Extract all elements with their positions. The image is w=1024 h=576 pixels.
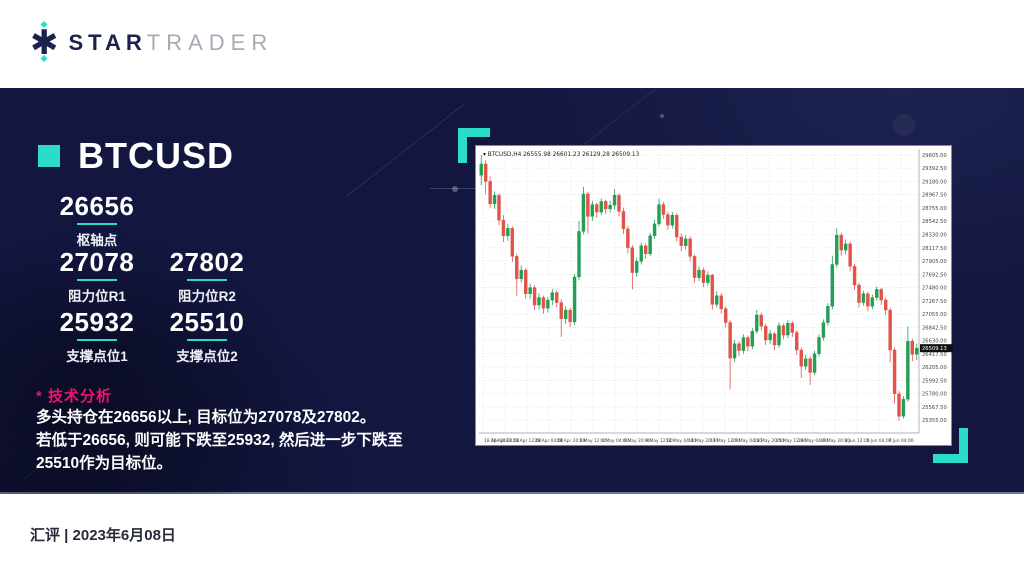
svg-text:18 Apr 2023: 18 Apr 2023 [484, 438, 511, 444]
svg-text:29180.00: 29180.00 [922, 179, 947, 185]
brand-text-star: STAR [68, 30, 147, 55]
decor-diagonal-line [345, 103, 465, 198]
brand-text-trader: TRADER [146, 30, 274, 55]
svg-text:30 May 20:00: 30 May 20:00 [820, 438, 850, 444]
support1-level: 25932 支撑点位1 [52, 308, 142, 365]
resistance2-label: 阻力位R2 [178, 289, 236, 304]
support1-value: 25932 [59, 307, 135, 337]
cyan-underline [187, 279, 227, 281]
svg-text:2 Jun 12:00: 2 Jun 12:00 [844, 438, 869, 444]
resistance2-level: 27802 阻力位R2 [162, 248, 252, 305]
svg-text:22 May 20:00: 22 May 20:00 [754, 438, 784, 444]
cyan-underline [77, 279, 117, 281]
decor-dot [452, 186, 458, 192]
analysis-line: 多头持仓在26656以上, 目标位为27078及27802。 [36, 409, 376, 426]
logo-dot-bottom [40, 54, 48, 63]
analysis-line: 25510作为目标位。 [36, 455, 173, 472]
svg-text:4 May 04:00: 4 May 04:00 [601, 438, 629, 444]
svg-text:7 Jun 04:00: 7 Jun 04:00 [888, 438, 913, 444]
svg-text:27905.00: 27905.00 [922, 259, 947, 265]
instrument-title-row: BTCUSD [38, 138, 234, 174]
brand-header: ✱ STAR TRADER [0, 0, 1024, 88]
pivot-level: 26656 枢轴点 [52, 192, 142, 249]
svg-text:27055.00: 27055.00 [922, 312, 947, 318]
star-logo-icon: ✱ [30, 20, 59, 63]
svg-text:25 May 12:00: 25 May 12:00 [776, 438, 806, 444]
svg-text:28755.00: 28755.00 [922, 206, 947, 212]
svg-text:12 May 04:00: 12 May 04:00 [666, 438, 696, 444]
logo-dot-top [40, 20, 48, 29]
svg-text:6 May 20:00: 6 May 20:00 [623, 438, 651, 444]
svg-text:1 May 12:00: 1 May 12:00 [579, 438, 607, 444]
svg-text:23 Apr 12:00: 23 Apr 12:00 [513, 438, 542, 444]
svg-text:28330.00: 28330.00 [922, 233, 947, 239]
svg-text:25780.00: 25780.00 [922, 392, 947, 398]
svg-text:28542.50: 28542.50 [922, 219, 947, 225]
svg-text:▾ BTCUSD,H4 26555.98 26601.23: ▾ BTCUSD,H4 26555.98 26601.23 26129.28 2… [483, 152, 640, 158]
svg-text:25992.50: 25992.50 [922, 378, 947, 384]
svg-text:26205.00: 26205.00 [922, 365, 947, 371]
svg-text:27692.50: 27692.50 [922, 272, 947, 278]
svg-text:26 Apr 04:00: 26 Apr 04:00 [535, 438, 564, 444]
svg-text:14 May 20:00: 14 May 20:00 [688, 438, 718, 444]
svg-text:29392.50: 29392.50 [922, 166, 947, 172]
svg-text:25355.00: 25355.00 [922, 418, 947, 424]
svg-text:26509.13: 26509.13 [922, 346, 947, 352]
resistance2-value: 27802 [169, 247, 245, 277]
support2-value: 25510 [169, 307, 245, 337]
corner-bracket-top-left-icon [458, 128, 490, 163]
svg-text:28 Apr 20:00: 28 Apr 20:00 [557, 438, 586, 444]
pivot-label: 枢轴点 [76, 233, 118, 248]
footer: 汇评 | 2023年6月08日 [0, 494, 1024, 576]
support1-label: 支撑点位1 [66, 349, 128, 364]
support2-level: 25510 支撑点位2 [162, 308, 252, 365]
svg-text:27480.00: 27480.00 [922, 286, 947, 292]
svg-text:5 Jun 04:00: 5 Jun 04:00 [866, 438, 891, 444]
corner-bracket-bottom-right-icon [933, 428, 968, 463]
svg-text:26842.50: 26842.50 [922, 325, 947, 331]
decor-diagonal-line [584, 88, 656, 145]
svg-text:28 May 04:00: 28 May 04:00 [798, 438, 828, 444]
resistance1-value: 27078 [59, 247, 135, 277]
candlestick-chart-svg: 29605.00 29392.50 29180.00 28967.50 28755.00… [479, 149, 953, 444]
btcusd-candlestick-chart: 29605.00 29392.50 29180.00 28967.50 28755.00… [475, 145, 953, 446]
startrader-logo: ✱ STAR TRADER [30, 20, 274, 63]
footer-caption: 汇评 | 2023年6月08日 [30, 527, 176, 544]
svg-text:28967.50: 28967.50 [922, 193, 947, 199]
svg-text:20 May 04:00: 20 May 04:00 [732, 438, 762, 444]
pivot-value: 26656 [59, 191, 135, 221]
support2-label: 支撑点位2 [176, 349, 238, 364]
analysis-line: 若低于26656, 则可能下跌至25932, 然后进一步下跌至 [36, 432, 403, 449]
cyan-underline [77, 339, 117, 341]
title-bullet-square-icon [38, 145, 60, 167]
svg-text:9 May 12:00: 9 May 12:00 [645, 438, 673, 444]
resistance1-label: 阻力位R1 [68, 289, 126, 304]
cyan-underline [77, 223, 117, 225]
svg-text:29605.00: 29605.00 [922, 153, 947, 159]
decor-dot [660, 114, 664, 118]
resistance1-level: 27078 阻力位R1 [52, 248, 142, 305]
instrument-title: BTCUSD [78, 135, 234, 176]
decor-dot [893, 114, 915, 136]
svg-text:17 May 12:00: 17 May 12:00 [710, 438, 740, 444]
svg-text:26630.00: 26630.00 [922, 339, 947, 345]
svg-text:20 Apr 20:00: 20 Apr 20:00 [491, 438, 520, 444]
svg-text:27267.50: 27267.50 [922, 299, 947, 305]
cyan-underline [187, 339, 227, 341]
svg-text:28117.50: 28117.50 [922, 246, 947, 252]
technical-analysis-title: * 技术分析 [36, 388, 113, 405]
svg-text:25567.50: 25567.50 [922, 405, 947, 411]
technical-analysis-text: 多头持仓在26656以上, 目标位为27078及27802。 若低于26656,… [36, 406, 428, 475]
svg-text:26417.50: 26417.50 [922, 352, 947, 358]
